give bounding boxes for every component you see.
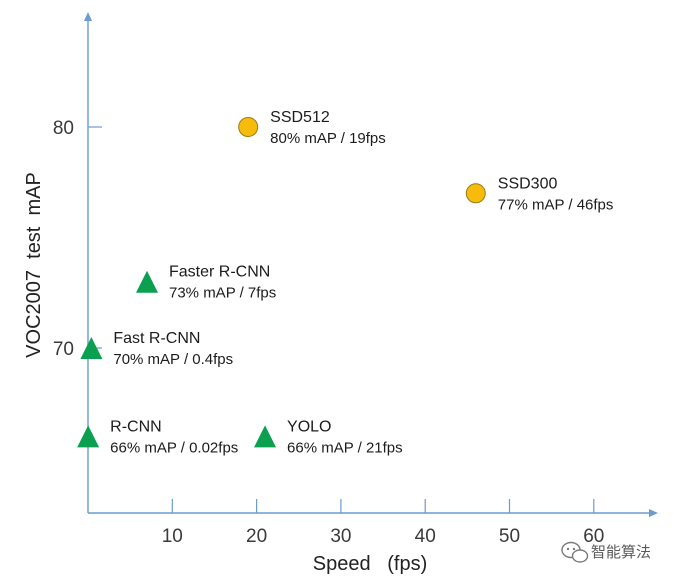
point-label-stats: 73% mAP / 7fps (169, 285, 276, 302)
y-tick-label: 70 (53, 339, 74, 360)
x-tick-label: 30 (330, 526, 351, 547)
x-tick-label: 10 (162, 526, 183, 547)
point-label-stats: 77% mAP / 46fps (498, 196, 614, 213)
point-label-name: SSD300 (498, 175, 558, 192)
x-tick-label: 50 (499, 526, 520, 547)
point-circle-marker (238, 117, 259, 137)
point-label-name: SSD512 (270, 109, 330, 126)
y-tick-label: 80 (53, 118, 74, 139)
point-label-name: Fast R-CNN (113, 330, 200, 347)
y-axis-title: VOC2007 test mAP (23, 172, 45, 358)
point-label-stats: 66% mAP / 0.02fps (110, 439, 238, 456)
watermark: 智能算法 (561, 541, 651, 563)
point-label-name: Faster R-CNN (169, 264, 270, 281)
x-axis-title: Speed (fps) (313, 553, 428, 575)
point-label-stats: 70% mAP / 0.4fps (113, 351, 233, 368)
point-label-name: R-CNN (110, 418, 162, 435)
y-axis-ticks: 70 80 (53, 118, 102, 360)
x-axis-ticks: 10 20 30 40 50 60 (162, 499, 604, 547)
point-triangle-marker (80, 337, 103, 359)
point-triangle-marker (136, 270, 159, 293)
x-tick-label: 40 (415, 526, 436, 547)
data-points (77, 117, 486, 448)
wechat-icon (561, 541, 589, 563)
point-triangle-marker (254, 425, 277, 448)
point-circle-marker (465, 183, 486, 204)
watermark-text: 智能算法 (591, 543, 651, 561)
x-tick-label: 60 (583, 526, 604, 547)
x-tick-label: 20 (246, 526, 267, 547)
point-label-stats: 66% mAP / 21fps (287, 439, 403, 456)
point-label-stats: 80% mAP / 19fps (270, 130, 386, 147)
data-labels: R-CNN 66% mAP / 0.02fps Fast R-CNN 70% mAP … (110, 109, 613, 456)
point-label-name: YOLO (287, 418, 331, 435)
point-triangle-marker (77, 425, 100, 448)
